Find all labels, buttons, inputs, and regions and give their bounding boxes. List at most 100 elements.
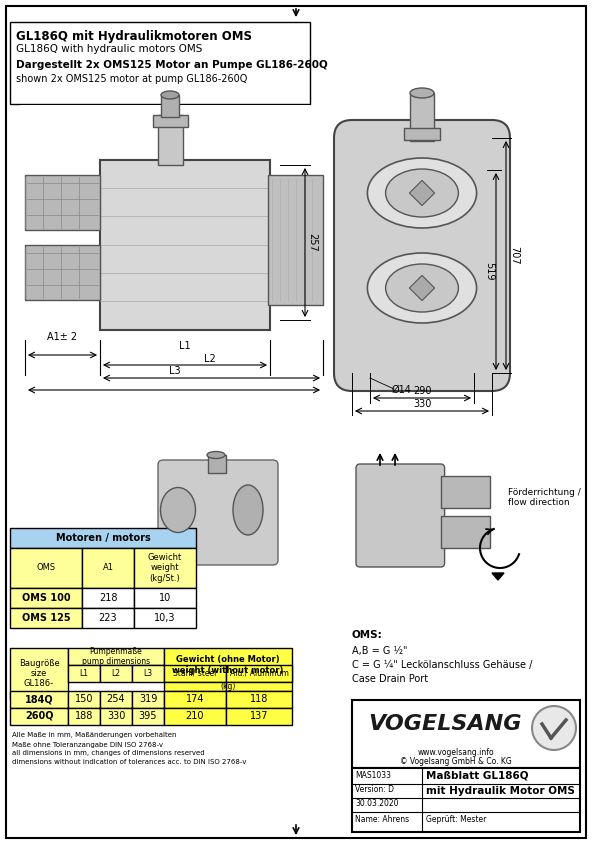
Text: 184Q: 184Q bbox=[25, 694, 53, 704]
Text: L2: L2 bbox=[204, 354, 216, 364]
Ellipse shape bbox=[385, 169, 458, 217]
Bar bbox=[82, 588, 134, 608]
Text: Alle Maße in mm, Maßänderungen vorbehalten: Alle Maße in mm, Maßänderungen vorbehalt… bbox=[12, 733, 176, 738]
Bar bbox=[10, 648, 68, 699]
Text: Alu./ Aluminum: Alu./ Aluminum bbox=[230, 669, 288, 678]
Polygon shape bbox=[574, 415, 586, 429]
Bar bbox=[10, 528, 196, 548]
Ellipse shape bbox=[368, 158, 477, 228]
Text: 10,3: 10,3 bbox=[155, 613, 176, 623]
Bar bbox=[132, 707, 164, 724]
Polygon shape bbox=[410, 275, 435, 300]
Text: 257: 257 bbox=[307, 233, 317, 252]
Polygon shape bbox=[6, 415, 18, 429]
Text: Förderrichtung /
flow direction: Förderrichtung / flow direction bbox=[508, 488, 581, 507]
Text: GL186Q mit Hydraulikmotoren OMS: GL186Q mit Hydraulikmotoren OMS bbox=[16, 30, 252, 43]
Circle shape bbox=[532, 706, 576, 750]
Text: 218: 218 bbox=[99, 593, 117, 603]
Ellipse shape bbox=[160, 488, 195, 533]
FancyBboxPatch shape bbox=[334, 120, 510, 391]
Text: Dargestellt 2x OMS125 Motor an Pumpe GL186-260Q: Dargestellt 2x OMS125 Motor an Pumpe GL1… bbox=[16, 60, 328, 70]
Text: Gewicht
weight
(kg/St.): Gewicht weight (kg/St.) bbox=[148, 553, 182, 583]
Bar bbox=[68, 665, 100, 682]
Ellipse shape bbox=[161, 91, 179, 99]
Bar bbox=[440, 476, 490, 508]
Bar bbox=[25, 245, 100, 300]
Text: dimensions without indication of tolerances acc. to DIN ISO 2768-v: dimensions without indication of toleran… bbox=[12, 760, 246, 766]
Polygon shape bbox=[492, 573, 504, 580]
Text: shown 2x OMS125 motor at pump GL186-260Q: shown 2x OMS125 motor at pump GL186-260Q bbox=[16, 74, 247, 84]
Text: 188: 188 bbox=[75, 711, 93, 721]
Text: 330: 330 bbox=[413, 399, 431, 409]
Bar bbox=[352, 768, 580, 832]
Text: Motoren / motors: Motoren / motors bbox=[56, 533, 150, 543]
Bar bbox=[10, 608, 82, 628]
Text: L1: L1 bbox=[79, 669, 88, 678]
Bar bbox=[268, 175, 323, 305]
Bar bbox=[226, 665, 292, 682]
Text: L2: L2 bbox=[111, 669, 121, 678]
Bar bbox=[10, 548, 82, 588]
Bar bbox=[164, 690, 226, 707]
Text: Name: Ahrens: Name: Ahrens bbox=[355, 815, 409, 824]
Bar bbox=[10, 707, 68, 724]
Bar bbox=[10, 22, 310, 104]
Text: OMS 125: OMS 125 bbox=[22, 613, 70, 623]
Bar bbox=[68, 648, 164, 665]
Text: 395: 395 bbox=[139, 711, 157, 721]
Text: mit Hydraulik Motor OMS: mit Hydraulik Motor OMS bbox=[426, 786, 575, 796]
Text: 118: 118 bbox=[250, 694, 268, 704]
Text: 290: 290 bbox=[413, 386, 431, 396]
Bar bbox=[10, 690, 68, 707]
Text: 174: 174 bbox=[186, 694, 204, 704]
Text: Gewicht (ohne Motor)
weight (without motor): Gewicht (ohne Motor) weight (without mot… bbox=[172, 655, 284, 674]
Text: 210: 210 bbox=[186, 711, 204, 721]
FancyBboxPatch shape bbox=[158, 460, 278, 565]
Text: 150: 150 bbox=[75, 694, 94, 704]
Text: GL186Q with hydraulic motors OMS: GL186Q with hydraulic motors OMS bbox=[16, 44, 202, 54]
Bar bbox=[100, 707, 132, 724]
Bar bbox=[161, 95, 179, 117]
Text: 10: 10 bbox=[159, 593, 171, 603]
Text: Geprüft: Mester: Geprüft: Mester bbox=[426, 815, 487, 824]
Bar bbox=[20, 105, 310, 430]
Text: 260Q: 260Q bbox=[25, 711, 53, 721]
Bar bbox=[134, 548, 196, 588]
Text: L3: L3 bbox=[169, 366, 181, 376]
Ellipse shape bbox=[368, 253, 477, 323]
Bar bbox=[68, 690, 100, 707]
Bar bbox=[208, 455, 226, 473]
Bar bbox=[82, 608, 134, 628]
Bar bbox=[82, 548, 134, 588]
Bar bbox=[132, 665, 164, 682]
Bar bbox=[226, 682, 292, 690]
Bar bbox=[100, 160, 270, 330]
Text: VOGELSANG: VOGELSANG bbox=[368, 714, 522, 734]
Text: L3: L3 bbox=[143, 669, 153, 678]
Bar bbox=[226, 707, 292, 724]
Text: Baugröße
size
GL186-: Baugröße size GL186- bbox=[18, 658, 59, 689]
Bar bbox=[164, 648, 292, 682]
Bar bbox=[164, 682, 226, 690]
Bar bbox=[352, 700, 580, 768]
Text: (kg): (kg) bbox=[220, 682, 236, 690]
Ellipse shape bbox=[207, 452, 225, 458]
Bar bbox=[134, 608, 196, 628]
Bar bbox=[134, 588, 196, 608]
Bar bbox=[164, 665, 226, 682]
Polygon shape bbox=[410, 181, 435, 206]
Text: 223: 223 bbox=[99, 613, 117, 623]
Bar bbox=[164, 707, 226, 724]
Text: all dimensions in mm, changes of dimensions reserved: all dimensions in mm, changes of dimensi… bbox=[12, 750, 205, 756]
Bar bbox=[226, 690, 292, 707]
Text: Pumpenmaße
pump dimensions: Pumpenmaße pump dimensions bbox=[82, 647, 150, 666]
Bar bbox=[68, 707, 100, 724]
Text: 319: 319 bbox=[139, 694, 157, 704]
Text: OMS:: OMS: bbox=[352, 630, 383, 640]
Text: OMS: OMS bbox=[37, 564, 56, 572]
Text: Stahl/ steel: Stahl/ steel bbox=[173, 669, 217, 678]
Text: Maße ohne Toleranzangabe DIN ISO 2768-v: Maße ohne Toleranzangabe DIN ISO 2768-v bbox=[12, 742, 163, 748]
Text: 254: 254 bbox=[107, 694, 126, 704]
Text: Case Drain Port: Case Drain Port bbox=[352, 674, 428, 684]
Text: C = G ¼" Leckölanschluss Gehäuse /: C = G ¼" Leckölanschluss Gehäuse / bbox=[352, 660, 532, 670]
